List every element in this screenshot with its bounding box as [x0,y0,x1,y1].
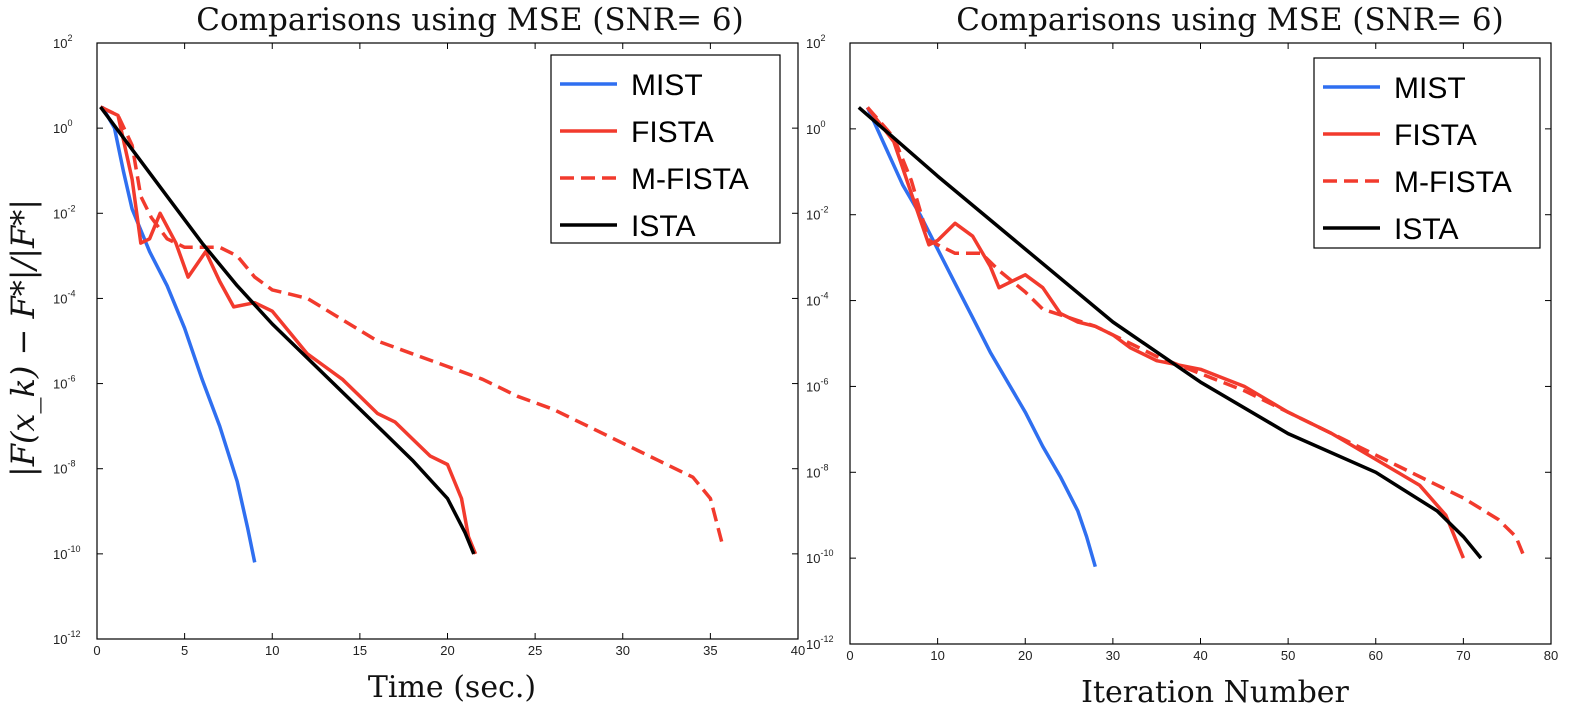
x-tick-label: 20 [1018,648,1032,663]
chart-panel-time: Comparisons using MSE (SNR= 6) Time (sec… [53,2,805,705]
tick-layer: 0 5 10 15 20 25 30 35 40 102 100 10-2 10-4 10-6 10-8 10… [53,33,805,658]
legend-label-m-fista: M-FISTA [1394,166,1512,199]
legend-label-ista: ISTA [1394,213,1458,246]
series-line-mist [100,106,257,563]
y-tick-label: 10-2 [53,203,75,221]
legend: MIST FISTA M-FISTA ISTA [550,54,781,244]
chart-panel-iteration: Comparisons using MSE (SNR= 6) Iteration… [806,2,1558,710]
legend: MIST FISTA M-FISTA ISTA [1313,57,1541,249]
series-line-m-fista [866,106,1527,559]
x-axis-label: Iteration Number [1081,675,1349,710]
x-tick-label: 30 [616,643,630,658]
series-line-ista [857,106,1483,560]
y-tick-label: 10-6 [53,374,75,392]
tick-layer: 0 10 20 30 40 50 60 70 80 102 100 10-2 10-4 10-6 10-8 1… [806,33,1558,663]
x-tick-label: 35 [703,643,717,658]
y-tick-label: 10-8 [53,459,75,477]
legend-label-mist: MIST [631,69,703,102]
y-tick-label: 10-10 [806,548,833,566]
y-tick-label: 10-2 [806,205,828,223]
x-tick-label: 50 [1281,648,1295,663]
legend-label-fista: FISTA [631,116,714,149]
x-tick-label: 10 [930,648,944,663]
series-layer [857,106,1527,568]
y-tick-label: 10-10 [53,544,80,562]
y-tick-label: 10-8 [806,462,828,480]
x-tick-label: 30 [1106,648,1120,663]
x-tick-label: 70 [1456,648,1470,663]
y-tick-label: 102 [806,33,825,51]
x-tick-label: 80 [1544,648,1558,663]
x-tick-label: 60 [1369,648,1383,663]
chart-title: Comparisons using MSE (SNR= 6) [196,2,744,38]
y-tick-label: 100 [806,119,825,137]
legend-label-mist: MIST [1394,72,1466,105]
x-tick-label: 0 [846,648,853,663]
series-line-m-fista [99,105,725,546]
legend-box [1313,57,1541,249]
x-axis-label: Time (sec.) [368,670,536,705]
x-tick-label: 0 [93,643,100,658]
series-line-mist [865,106,1097,568]
x-tick-label: 10 [265,643,279,658]
series-layer [99,105,725,563]
y-tick-label: 10-6 [806,376,828,394]
legend-box [550,54,781,244]
series-line-fista [99,105,478,555]
y-tick-label: 10-12 [53,629,80,647]
y-tick-label: 100 [53,118,72,136]
x-tick-label: 20 [440,643,454,658]
y-tick-label: 10-4 [806,291,828,309]
chart-title: Comparisons using MSE (SNR= 6) [956,2,1504,38]
y-tick-label: 102 [53,33,72,51]
legend-label-fista: FISTA [1394,119,1477,152]
y-axis-label: |F(x_k) − F*|/|F*| [4,199,42,477]
x-tick-label: 40 [791,643,805,658]
y-tick-label: 10-12 [806,634,833,652]
x-tick-label: 25 [528,643,542,658]
x-tick-label: 40 [1193,648,1207,663]
series-line-ista [99,105,476,555]
x-tick-label: 5 [181,643,188,658]
legend-label-m-fista: M-FISTA [631,163,749,196]
legend-label-ista: ISTA [631,210,695,243]
y-tick-label: 10-4 [53,288,75,306]
x-tick-label: 15 [353,643,367,658]
